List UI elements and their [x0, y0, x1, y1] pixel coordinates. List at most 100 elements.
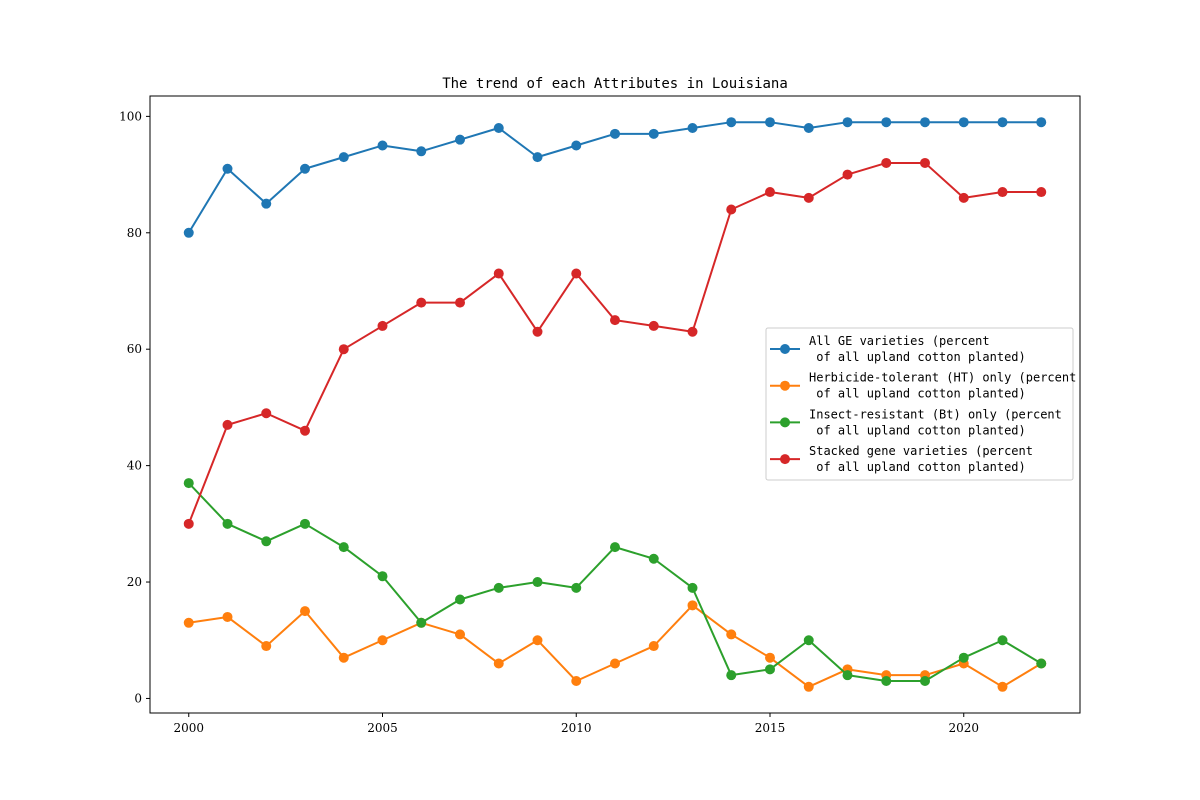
legend-marker	[780, 380, 790, 391]
data-point	[183, 617, 194, 628]
data-point	[726, 670, 737, 681]
legend-entry: Stacked gene varieties (percent of all u…	[770, 444, 1033, 474]
y-tick-label: 20	[127, 575, 142, 589]
data-point	[222, 419, 233, 430]
legend-label: Herbicide-tolerant (HT) only (percent of…	[809, 371, 1076, 401]
legend-label: Stacked gene varieties (percent of all u…	[809, 444, 1033, 474]
data-point	[648, 320, 659, 331]
x-tick-label: 2015	[755, 721, 786, 735]
data-point	[416, 146, 427, 157]
data-point	[493, 123, 504, 134]
data-point	[881, 675, 892, 686]
axes-frame	[149, 95, 1081, 714]
legend-box	[765, 327, 1074, 481]
data-point	[455, 594, 465, 605]
y-tick-label: 0	[134, 691, 142, 705]
data-point	[610, 315, 620, 326]
data-point	[610, 128, 620, 139]
data-point	[648, 553, 659, 564]
data-point	[997, 117, 1008, 128]
y-tick-label: 60	[127, 342, 142, 356]
series-1	[183, 117, 1047, 238]
data-point	[842, 117, 853, 128]
data-point	[183, 518, 194, 529]
data-point	[338, 652, 349, 663]
data-point	[455, 134, 465, 145]
data-point	[493, 268, 504, 279]
data-point	[648, 128, 659, 139]
data-point	[1036, 658, 1047, 669]
data-point	[765, 187, 775, 198]
legend-entry: Insect-resistant (Bt) only (percent of a…	[770, 407, 1062, 437]
data-point	[842, 670, 853, 681]
data-point	[571, 675, 582, 686]
data-point	[300, 163, 310, 174]
data-point	[261, 641, 272, 652]
data-point	[881, 157, 892, 168]
data-point	[261, 536, 272, 547]
x-tick-label: 2005	[367, 721, 398, 735]
data-point	[416, 617, 427, 628]
data-point	[997, 635, 1008, 646]
data-point	[958, 117, 969, 128]
data-point	[338, 152, 349, 163]
data-point	[571, 582, 582, 593]
data-point	[610, 542, 620, 553]
legend-marker	[780, 417, 790, 428]
data-point	[803, 681, 814, 692]
data-point	[300, 425, 310, 436]
data-point	[687, 123, 698, 134]
data-point	[842, 169, 853, 180]
data-point	[532, 577, 543, 588]
data-point	[183, 227, 194, 238]
data-point	[1036, 187, 1047, 198]
legend-marker	[780, 344, 790, 354]
data-point	[648, 641, 659, 652]
data-point	[765, 117, 775, 128]
data-point	[803, 192, 814, 203]
data-point	[532, 326, 543, 337]
data-point	[571, 140, 582, 151]
data-point	[300, 518, 310, 529]
series-2	[183, 600, 1047, 692]
data-point	[377, 635, 388, 646]
data-point	[377, 571, 388, 582]
y-tick-label: 100	[119, 109, 142, 123]
x-tick-label: 2020	[948, 721, 979, 735]
data-point	[416, 297, 427, 308]
series-3	[183, 478, 1047, 686]
data-point	[222, 611, 233, 622]
data-point	[997, 187, 1008, 198]
data-point	[377, 320, 388, 331]
data-point	[532, 635, 543, 646]
data-point	[455, 297, 465, 308]
data-point	[765, 664, 775, 675]
data-point	[726, 117, 737, 128]
series-4	[183, 157, 1047, 529]
data-point	[687, 600, 698, 611]
data-point	[338, 542, 349, 553]
data-point	[881, 117, 892, 128]
data-point	[1036, 117, 1047, 128]
data-point	[997, 681, 1008, 692]
data-point	[338, 344, 349, 355]
data-point	[610, 658, 620, 669]
legend-label: Insect-resistant (Bt) only (percent of a…	[809, 407, 1062, 437]
data-point	[261, 198, 272, 209]
legend-entry: Herbicide-tolerant (HT) only (percent of…	[770, 371, 1076, 401]
data-point	[803, 635, 814, 646]
data-point	[687, 582, 698, 593]
legend-marker	[780, 454, 790, 465]
data-point	[920, 117, 930, 128]
data-point	[920, 157, 930, 168]
chart-title: The trend of each Attributes in Louisian…	[442, 76, 788, 92]
data-point	[958, 192, 969, 203]
data-point	[377, 140, 388, 151]
data-point	[261, 408, 272, 419]
plot-area	[183, 117, 1047, 692]
data-point	[300, 606, 310, 617]
data-point	[222, 518, 233, 529]
series-line	[187, 481, 1043, 682]
